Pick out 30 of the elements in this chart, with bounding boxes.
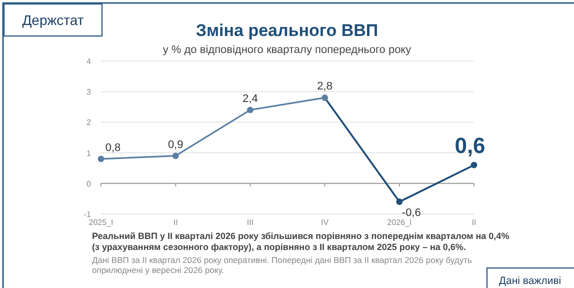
y-tick-label: 1 (86, 148, 92, 158)
data-label: 2,4 (242, 92, 258, 105)
data-label: 2,8 (317, 80, 332, 93)
data-label: 0,6 (454, 133, 486, 158)
x-tick-label: II (173, 218, 178, 227)
x-tick-label: IV (321, 218, 330, 227)
y-tick-label: 3 (86, 88, 92, 97)
text: Реальний ВВП у II кварталі 2026 року збільшився порівняно з попереднім кварталом на 0,4% (з урахуванням сезонного фактору), а порівняно з II кварталом 2025 року – на 0,6%. (92, 231, 510, 252)
x-tick-label: 2026_I (387, 218, 412, 227)
point (470, 162, 478, 168)
y-tick-label: 4 (86, 57, 92, 66)
point (172, 152, 179, 160)
y-tick-label: 0 (86, 179, 92, 188)
point (247, 106, 254, 114)
data-label: 0,8 (105, 142, 121, 154)
point (396, 198, 403, 205)
point (322, 94, 328, 101)
y-tick-label: -1 (84, 210, 92, 219)
x-tick-label: 2025_I (88, 218, 114, 227)
y-tick-label: 2 (86, 118, 92, 128)
text: Дані ВВП за II квартал 2026 року оперативні. Попередні дані ВВП за II квартал 2026 року будуть оприлюднені у вересні 2026 року. (92, 255, 473, 275)
header-label: Держстат (3, 3, 103, 37)
x-tick-label: II (472, 218, 476, 227)
chart-title: Зміна реального ВВП (196, 21, 378, 40)
point (98, 156, 104, 162)
data-label: 0,9 (168, 138, 184, 151)
data-label: -0,6 (402, 206, 421, 219)
x-tick-label: III (246, 218, 254, 227)
chart-subtitle: у % до відповідного кварталу попереднього року (162, 44, 412, 56)
button-label: Дані важливі (486, 267, 574, 288)
